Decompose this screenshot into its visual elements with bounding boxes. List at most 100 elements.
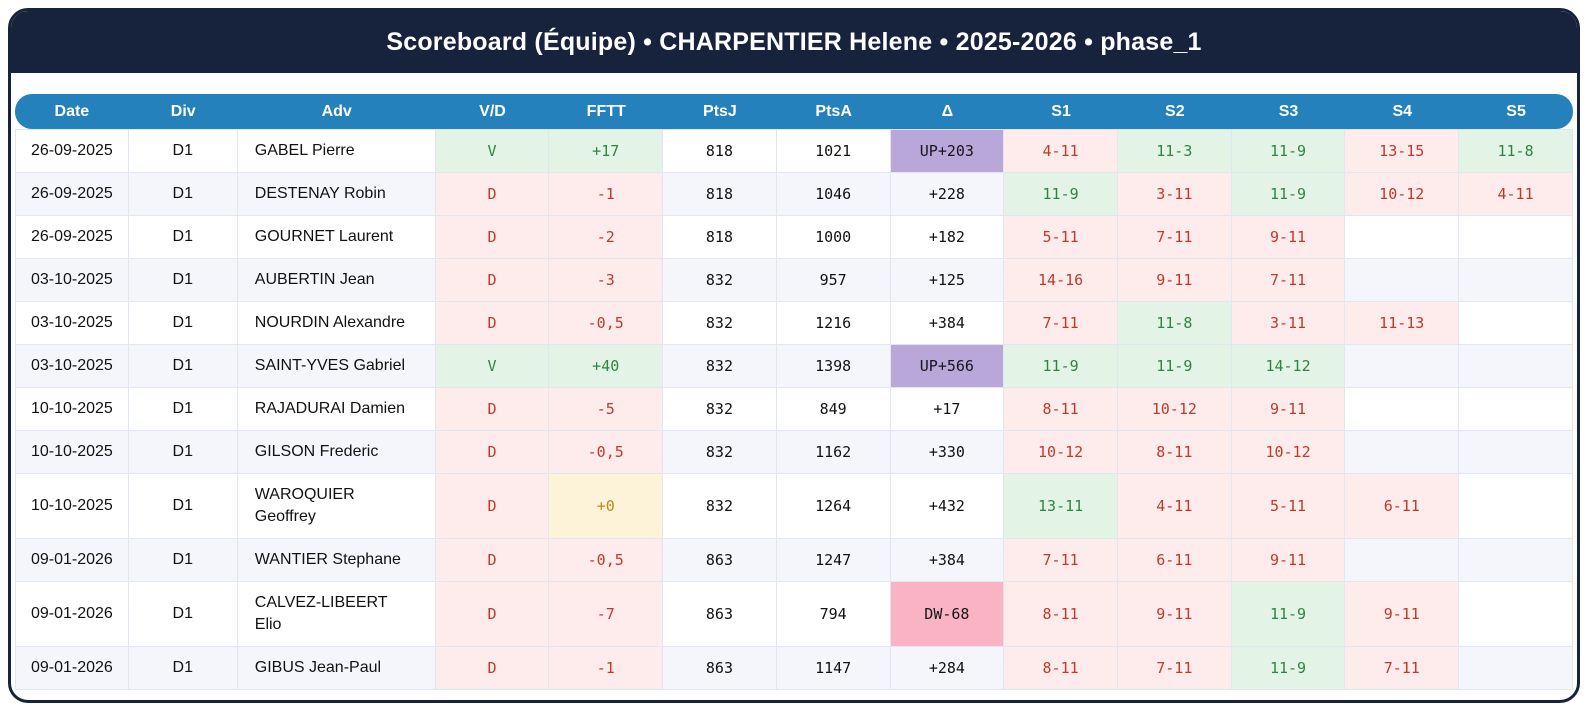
cell-set-5 [1459, 302, 1573, 345]
cell-victory-defeat: D [435, 216, 550, 259]
cell-delta: +330 [890, 431, 1005, 474]
cell-fftt-points: +17 [549, 129, 664, 173]
column-header-10: S3 [1231, 94, 1346, 129]
table-row: 26-09-2025 D1 DESTENAY Robin D -1 818 1046 +228… [15, 173, 1573, 216]
cell-points-adversary: 1264 [776, 474, 891, 539]
cell-set-4 [1345, 216, 1460, 259]
column-header-11: S4 [1345, 94, 1460, 129]
table-row: 09-01-2026 D1 CALVEZ-LIBEERT Elio D -7 863 794… [15, 582, 1573, 647]
cell-points-player: 818 [663, 216, 777, 259]
cell-adversary: RAJADURAI Damien [237, 388, 436, 431]
cell-set-3: 11-9 [1231, 129, 1346, 173]
cell-fftt-points: +0 [549, 474, 664, 539]
cell-points-player: 832 [663, 388, 777, 431]
cell-adversary: CALVEZ-LIBEERT Elio [237, 582, 436, 647]
cell-points-player: 818 [663, 173, 777, 216]
cell-set-3: 9-11 [1231, 216, 1346, 259]
cell-fftt-points: -3 [549, 259, 664, 302]
cell-points-player: 832 [663, 431, 777, 474]
cell-division: D1 [128, 388, 238, 431]
cell-set-4: 10-12 [1345, 173, 1460, 216]
cell-set-3: 9-11 [1231, 388, 1346, 431]
cell-set-1: 10-12 [1004, 431, 1118, 474]
cell-adversary: SAINT-YVES Gabriel [237, 345, 436, 388]
cell-fftt-points: -5 [549, 388, 664, 431]
cell-points-adversary: 1162 [776, 431, 891, 474]
cell-division: D1 [128, 216, 238, 259]
cell-division: D1 [128, 259, 238, 302]
table-row: 26-09-2025 D1 GOURNET Laurent D -2 818 1000 +18… [15, 216, 1573, 259]
table-row: 09-01-2026 D1 WANTIER Stephane D -0,5 863 1247… [15, 539, 1573, 582]
cell-set-5 [1459, 474, 1573, 539]
cell-division: D1 [128, 173, 238, 216]
table-row: 03-10-2025 D1 NOURDIN Alexandre D -0,5 832 121… [15, 302, 1573, 345]
cell-date: 26-09-2025 [15, 129, 129, 173]
cell-points-player: 863 [663, 539, 777, 582]
cell-delta: DW-68 [890, 582, 1005, 647]
table-header-row: Date Div Adv V/D FFTT PtsJ PtsA Δ S1 S2 S3 S4 S5 [15, 94, 1573, 129]
column-header-12: S5 [1459, 94, 1573, 129]
cell-date: 03-10-2025 [15, 259, 129, 302]
cell-points-player: 832 [663, 474, 777, 539]
column-header-6: PtsA [776, 94, 891, 129]
cell-set-5: 4-11 [1459, 173, 1573, 216]
cell-delta: +384 [890, 302, 1005, 345]
cell-adversary: NOURDIN Alexandre [237, 302, 436, 345]
cell-set-3: 9-11 [1231, 539, 1346, 582]
cell-set-3: 3-11 [1231, 302, 1346, 345]
cell-date: 09-01-2026 [15, 647, 129, 690]
cell-victory-defeat: D [435, 647, 550, 690]
cell-victory-defeat: D [435, 474, 550, 539]
column-header-7: Δ [890, 94, 1005, 129]
column-header-2: Adv [237, 94, 436, 129]
cell-delta: +182 [890, 216, 1005, 259]
cell-set-2: 3-11 [1117, 173, 1232, 216]
cell-division: D1 [128, 345, 238, 388]
cell-set-4: 7-11 [1345, 647, 1460, 690]
cell-set-3: 11-9 [1231, 173, 1346, 216]
cell-set-1: 8-11 [1004, 582, 1118, 647]
cell-set-1: 8-11 [1004, 388, 1118, 431]
cell-set-5: 11-8 [1459, 129, 1573, 173]
cell-set-4: 6-11 [1345, 474, 1460, 539]
cell-fftt-points: -0,5 [549, 539, 664, 582]
cell-set-2: 11-9 [1117, 345, 1232, 388]
cell-set-4 [1345, 388, 1460, 431]
cell-date: 03-10-2025 [15, 345, 129, 388]
cell-set-5 [1459, 539, 1573, 582]
table-row: 10-10-2025 D1 GILSON Frederic D -0,5 832 1162 +… [15, 431, 1573, 474]
cell-points-player: 818 [663, 129, 777, 173]
cell-points-adversary: 1000 [776, 216, 891, 259]
cell-set-4 [1345, 539, 1460, 582]
cell-delta: +432 [890, 474, 1005, 539]
cell-set-3: 10-12 [1231, 431, 1346, 474]
cell-adversary: GABEL Pierre [237, 129, 436, 173]
cell-set-5 [1459, 216, 1573, 259]
cell-set-3: 11-9 [1231, 582, 1346, 647]
column-header-4: FFTT [549, 94, 664, 129]
cell-set-1: 7-11 [1004, 302, 1118, 345]
cell-fftt-points: -2 [549, 216, 664, 259]
cell-set-5 [1459, 582, 1573, 647]
cell-set-4: 13-15 [1345, 129, 1460, 173]
cell-date: 09-01-2026 [15, 539, 129, 582]
cell-adversary: GIBUS Jean-Paul [237, 647, 436, 690]
cell-victory-defeat: D [435, 259, 550, 302]
cell-set-5 [1459, 431, 1573, 474]
table-body: 26-09-2025 D1 GABEL Pierre V +17 818 1021 UP+20… [15, 129, 1573, 690]
table-row: 09-01-2026 D1 GIBUS Jean-Paul D -1 863 1147 +28… [15, 647, 1573, 690]
cell-division: D1 [128, 582, 238, 647]
cell-date: 03-10-2025 [15, 302, 129, 345]
title-bar: Scoreboard (Équipe) • CHARPENTIER Helene… [11, 11, 1577, 73]
column-header-1: Div [128, 94, 238, 129]
cell-victory-defeat: D [435, 539, 550, 582]
cell-points-adversary: 1216 [776, 302, 891, 345]
cell-points-adversary: 957 [776, 259, 891, 302]
cell-set-1: 4-11 [1004, 129, 1118, 173]
table-container: Date Div Adv V/D FFTT PtsJ PtsA Δ S1 S2 S3 S4 S5 26-… [11, 73, 1577, 690]
cell-victory-defeat: D [435, 431, 550, 474]
cell-date: 10-10-2025 [15, 388, 129, 431]
cell-set-2: 9-11 [1117, 259, 1232, 302]
cell-date: 26-09-2025 [15, 173, 129, 216]
cell-date: 09-01-2026 [15, 582, 129, 647]
